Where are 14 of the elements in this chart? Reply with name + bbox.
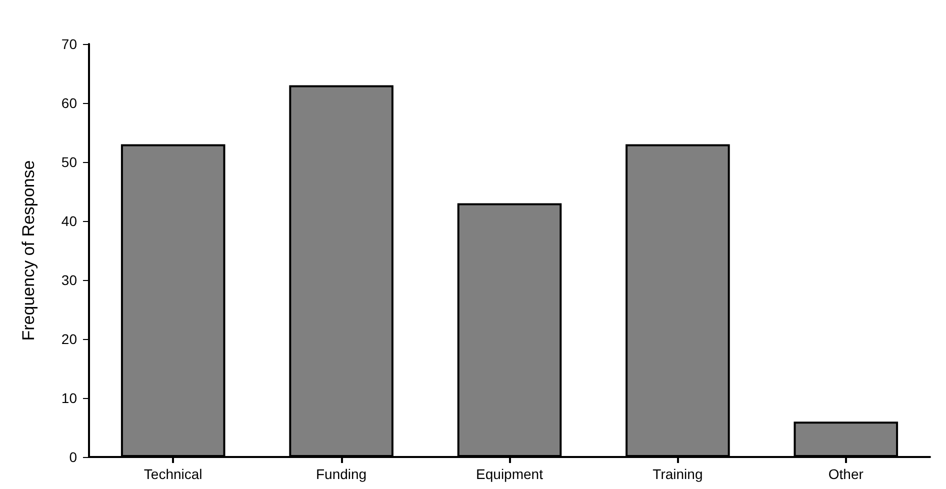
x-tick-label: Technical [144,466,202,482]
y-tick-label: 20 [61,331,78,347]
x-tick-label: Training [652,466,703,482]
y-tick-label: 10 [61,390,78,406]
y-tick-label: 70 [61,36,78,52]
y-tick-label: 50 [61,154,78,170]
y-tick-label: 30 [61,272,78,288]
y-tick-label: 60 [61,95,78,111]
y-tick-label: 40 [61,213,78,229]
x-tick-label: Funding [316,466,367,482]
y-axis-title: Frequency of Response [19,160,38,341]
x-tick-label: Other [828,466,864,482]
y-tick-label: 0 [69,449,78,465]
x-tick-label: Equipment [476,466,544,482]
